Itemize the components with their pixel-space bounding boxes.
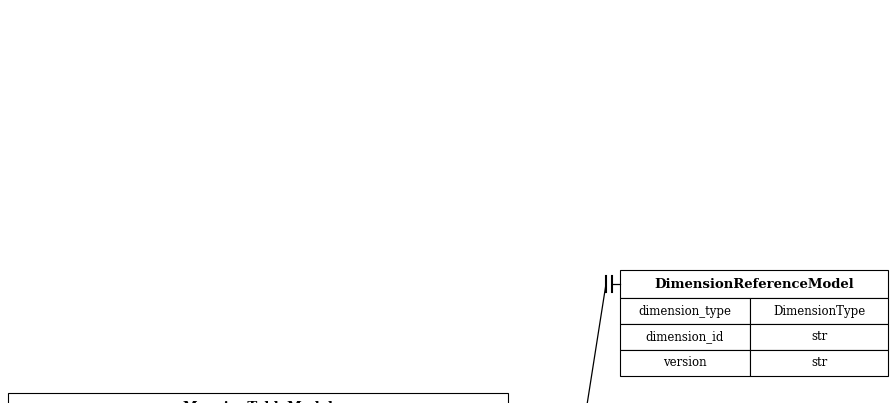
- Bar: [750, 324, 888, 350]
- Text: MappingTableModel: MappingTableModel: [183, 401, 333, 403]
- Bar: [750, 350, 888, 376]
- Bar: [620, 270, 888, 298]
- Bar: [620, 350, 750, 376]
- Text: DimensionType: DimensionType: [773, 305, 866, 318]
- Text: DimensionReferenceModel: DimensionReferenceModel: [654, 278, 854, 291]
- Text: version: version: [663, 357, 707, 370]
- Bar: [8, 393, 508, 403]
- Bar: [620, 298, 750, 324]
- Text: dimension_id: dimension_id: [646, 330, 724, 343]
- Bar: [620, 324, 750, 350]
- Text: str: str: [811, 357, 827, 370]
- Bar: [750, 298, 888, 324]
- Text: str: str: [811, 330, 827, 343]
- Text: dimension_type: dimension_type: [639, 305, 731, 318]
